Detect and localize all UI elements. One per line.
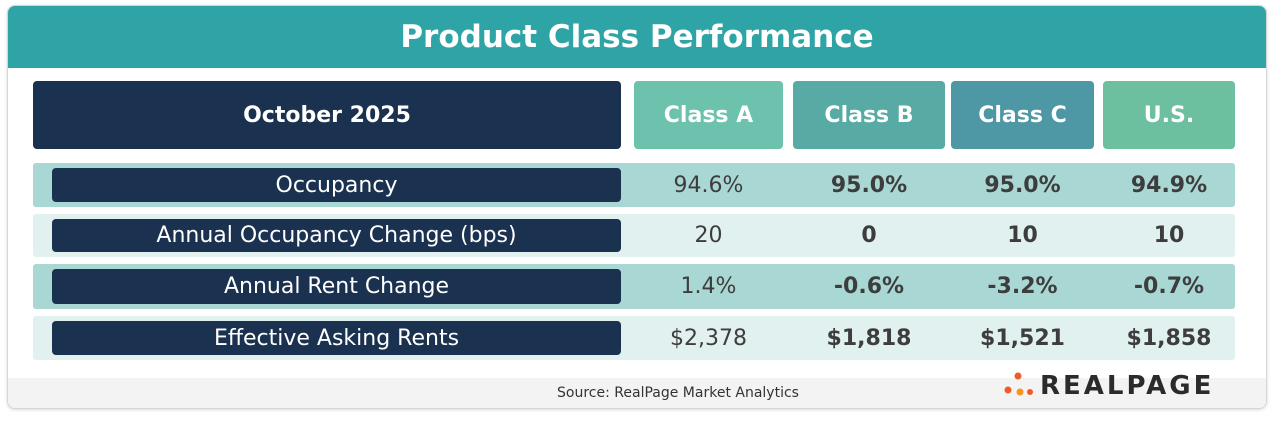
footer-band (8, 378, 1266, 408)
column-header: U.S. (1103, 81, 1235, 149)
logo-mark (1004, 372, 1033, 396)
cell-value: 0 (861, 223, 877, 248)
cell-value: -3.2% (987, 274, 1058, 299)
cell-value: 95.0% (830, 172, 908, 198)
column-header: Class A (634, 81, 783, 149)
cell-value: 10 (1007, 223, 1038, 248)
cell-value: $1,818 (826, 325, 912, 351)
row-label: Annual Occupancy Change (bps) (52, 219, 621, 252)
cell-value: -0.6% (833, 274, 905, 299)
row-label: Occupancy (52, 168, 621, 202)
cell-value: 94.6% (673, 172, 744, 198)
cell-value: -0.7% (1133, 274, 1205, 299)
cell-value: $1,858 (1126, 325, 1212, 351)
cell-value: 1.4% (680, 274, 737, 299)
column-header: Class C (951, 81, 1094, 149)
source: Source: RealPage Market Analytics (557, 385, 799, 401)
cell-value: 95.0% (984, 172, 1061, 198)
column-header: Class B (793, 81, 945, 149)
title: Product Class Performance (400, 19, 874, 55)
cell-value: $1,521 (980, 325, 1065, 351)
cell-value: 20 (694, 223, 723, 248)
row-label: Annual Rent Change (52, 269, 621, 304)
cell-value: 94.9% (1130, 172, 1208, 198)
header-band (8, 6, 1266, 68)
logo: REALPAGE (1040, 371, 1215, 401)
cell-value: 10 (1153, 223, 1185, 248)
cell-value: $2,378 (670, 325, 747, 351)
corner-cell: October 2025 (33, 81, 621, 149)
row-label: Effective Asking Rents (52, 321, 621, 355)
